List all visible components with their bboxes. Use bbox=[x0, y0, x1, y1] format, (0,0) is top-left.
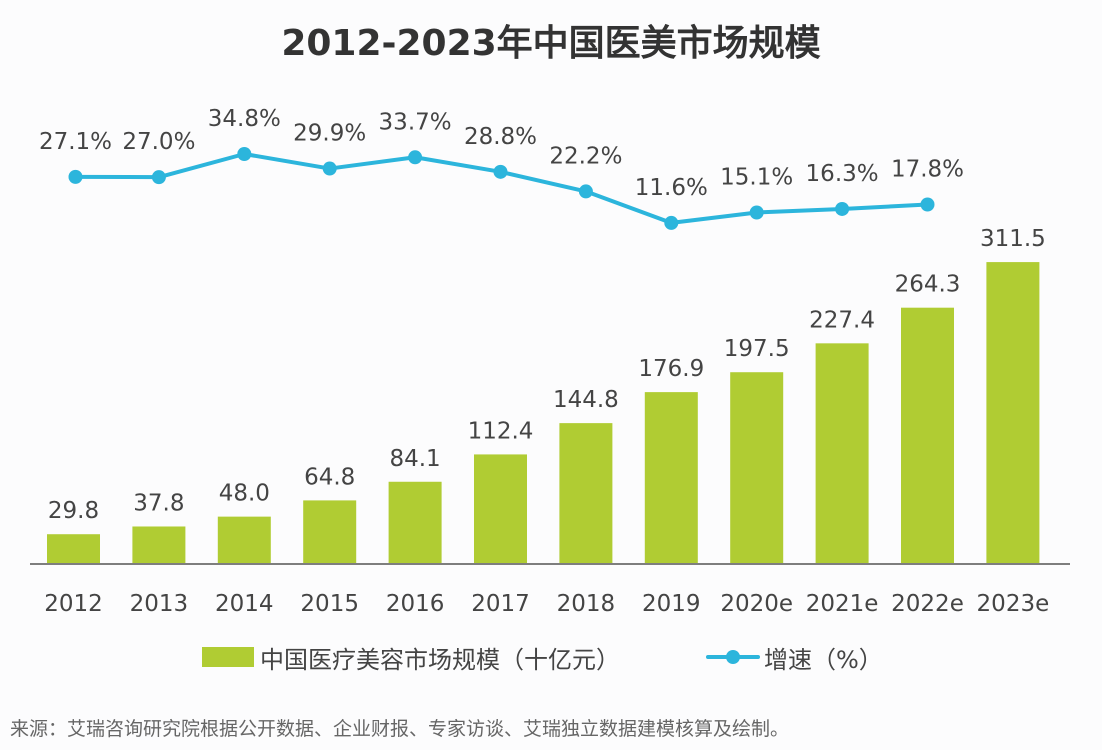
line-data-labels: 27.1% 27.0% 34.8% 29.9% 33.7% 28.8% 22.2% 11.6%… bbox=[39, 106, 964, 201]
line-point bbox=[408, 150, 423, 165]
chart-title: 2012-2023年中国医美市场规模 bbox=[281, 23, 821, 64]
bar bbox=[132, 526, 186, 563]
line-data-label: 17.8% bbox=[891, 156, 964, 182]
bar-data-labels: 29.8 37.8 48.0 64.8 84.1 112.4 144.8 176.9 197.5… bbox=[48, 226, 1046, 524]
line-data-label: 22.2% bbox=[549, 143, 622, 169]
line-data-label: 29.9% bbox=[293, 121, 366, 147]
x-tick-label: 2018 bbox=[557, 591, 616, 617]
line-data-label: 11.6% bbox=[635, 175, 708, 201]
line-data-label: 33.7% bbox=[379, 109, 452, 135]
legend-item-growth-rate: 增速（%） bbox=[706, 640, 883, 674]
bar-data-label: 144.8 bbox=[553, 387, 619, 413]
bar bbox=[474, 454, 527, 563]
x-tick-label: 2013 bbox=[130, 591, 189, 617]
x-tick-label: 2012 bbox=[44, 591, 103, 617]
line-point bbox=[664, 215, 679, 230]
bar-data-label: 84.1 bbox=[389, 446, 440, 472]
legend-bar-swatch bbox=[202, 647, 254, 667]
x-tick-label: 2015 bbox=[300, 591, 359, 617]
source-note: 来源：艾瑞咨询研究院根据公开数据、企业财报、专家访谈、艾瑞独立数据建模核算及绘制… bbox=[10, 718, 790, 740]
bar bbox=[388, 481, 442, 563]
line-data-label: 27.1% bbox=[39, 129, 112, 155]
x-tick-label: 2019 bbox=[642, 591, 701, 617]
x-tick-label: 2016 bbox=[386, 591, 445, 617]
bar bbox=[644, 392, 698, 563]
bar-series bbox=[47, 262, 1040, 563]
line-point bbox=[237, 147, 252, 161]
line-point bbox=[322, 161, 337, 176]
line-point bbox=[920, 197, 935, 212]
x-tick-label: 2021e bbox=[806, 591, 879, 617]
bar bbox=[730, 372, 784, 563]
legend-item-market-size: 中国医疗美容市场规模（十亿元） bbox=[202, 640, 620, 674]
line-point bbox=[578, 184, 593, 199]
bar-data-label: 37.8 bbox=[133, 490, 184, 516]
x-tick-label: 2020e bbox=[720, 591, 793, 617]
chart-plot: 2012 2013 2014 2015 2016 2017 2018 2019 2020e 202… bbox=[30, 106, 1070, 617]
bar-data-label: 64.8 bbox=[304, 464, 355, 490]
bar bbox=[559, 423, 613, 563]
bar-data-label: 227.4 bbox=[809, 307, 875, 333]
bar bbox=[986, 262, 1040, 563]
legend-line-marker-icon bbox=[706, 647, 760, 667]
x-tick-labels: 2012 2013 2014 2015 2016 2017 2018 2019 2020e 202… bbox=[44, 591, 1049, 617]
bar-data-label: 176.9 bbox=[638, 356, 704, 382]
legend-label-growth-rate: 增速（%） bbox=[764, 645, 883, 674]
line-data-label: 34.8% bbox=[208, 106, 281, 132]
legend-label-market-size: 中国医疗美容市场规模（十亿元） bbox=[260, 645, 620, 674]
x-tick-label: 2023e bbox=[977, 591, 1050, 617]
line-series bbox=[68, 147, 935, 230]
line-point bbox=[68, 169, 83, 184]
bar-data-label: 197.5 bbox=[724, 336, 790, 362]
x-tick-label: 2017 bbox=[471, 591, 530, 617]
x-tick-label: 2014 bbox=[215, 591, 274, 617]
bar-data-label: 112.4 bbox=[468, 418, 534, 444]
line-data-label: 16.3% bbox=[806, 161, 879, 187]
growth-line bbox=[75, 152, 928, 225]
bar bbox=[901, 307, 954, 563]
bar-data-label: 29.8 bbox=[48, 498, 99, 524]
bar bbox=[217, 516, 271, 563]
line-data-label: 27.0% bbox=[122, 129, 195, 155]
line-point bbox=[151, 170, 166, 185]
bar bbox=[815, 343, 869, 563]
line-point bbox=[835, 201, 850, 216]
bar bbox=[47, 534, 100, 563]
line-point bbox=[493, 164, 508, 179]
x-tick-label: 2022e bbox=[891, 591, 964, 617]
line-data-label: 15.1% bbox=[720, 165, 793, 191]
bar-data-label: 264.3 bbox=[895, 272, 961, 298]
line-data-label: 28.8% bbox=[464, 124, 537, 150]
bar-data-label: 311.5 bbox=[980, 226, 1046, 252]
line-point bbox=[749, 205, 764, 220]
bar-data-label: 48.0 bbox=[219, 481, 270, 507]
bar bbox=[303, 500, 357, 563]
